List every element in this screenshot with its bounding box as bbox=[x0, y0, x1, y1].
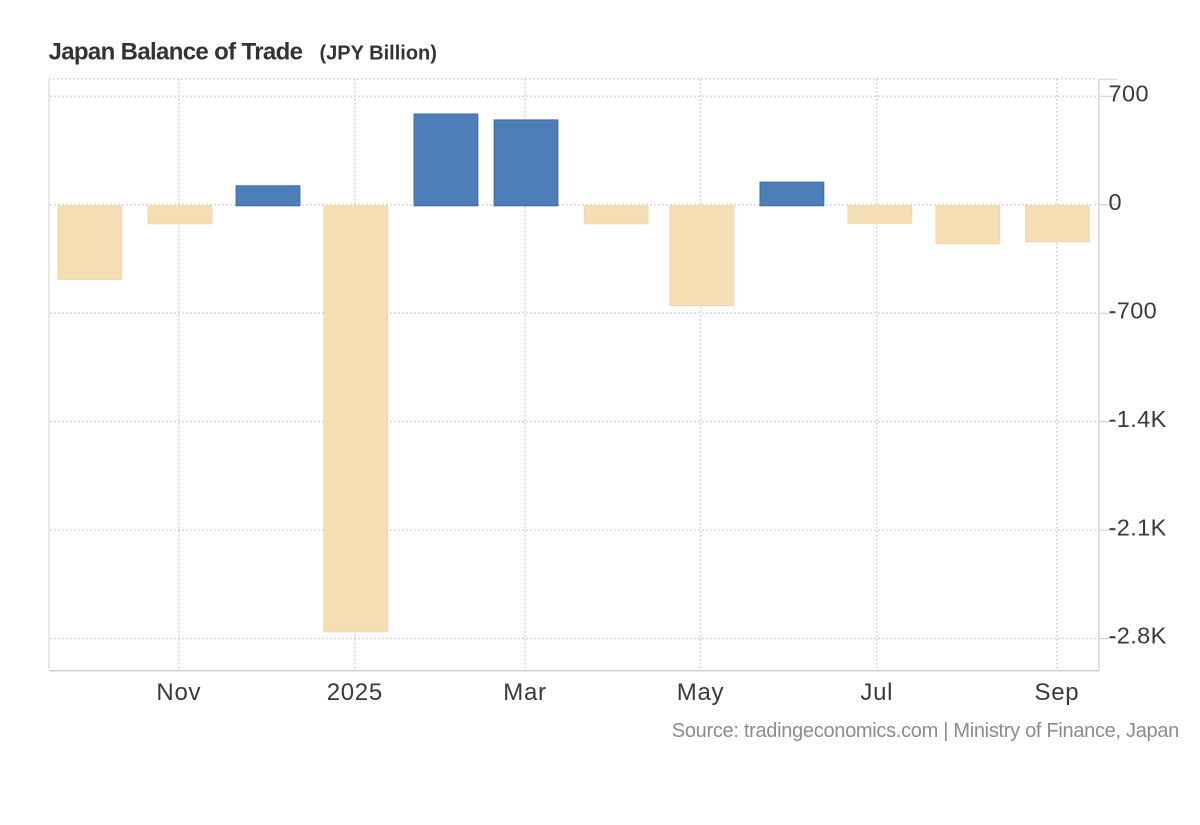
svg-text:May: May bbox=[677, 679, 724, 706]
svg-text:-2.1K: -2.1K bbox=[1109, 514, 1167, 540]
svg-text:Japan Balance of Trade: Japan Balance of Trade bbox=[49, 39, 303, 66]
svg-text:-700: -700 bbox=[1109, 297, 1158, 323]
svg-text:Nov: Nov bbox=[156, 679, 201, 706]
svg-text:Jul: Jul bbox=[860, 679, 893, 706]
svg-text:-1.4K: -1.4K bbox=[1109, 406, 1167, 432]
svg-text:2025: 2025 bbox=[327, 679, 383, 706]
svg-text:Sep: Sep bbox=[1034, 679, 1079, 706]
svg-text:Source: tradingeconomics.com |: Source: tradingeconomics.com | Ministry … bbox=[672, 720, 1179, 742]
svg-text:700: 700 bbox=[1109, 81, 1149, 107]
svg-text:0: 0 bbox=[1109, 189, 1122, 215]
svg-text:(JPY Billion): (JPY Billion) bbox=[320, 42, 437, 64]
svg-text:Mar: Mar bbox=[503, 679, 546, 706]
svg-text:-2.8K: -2.8K bbox=[1109, 623, 1167, 649]
